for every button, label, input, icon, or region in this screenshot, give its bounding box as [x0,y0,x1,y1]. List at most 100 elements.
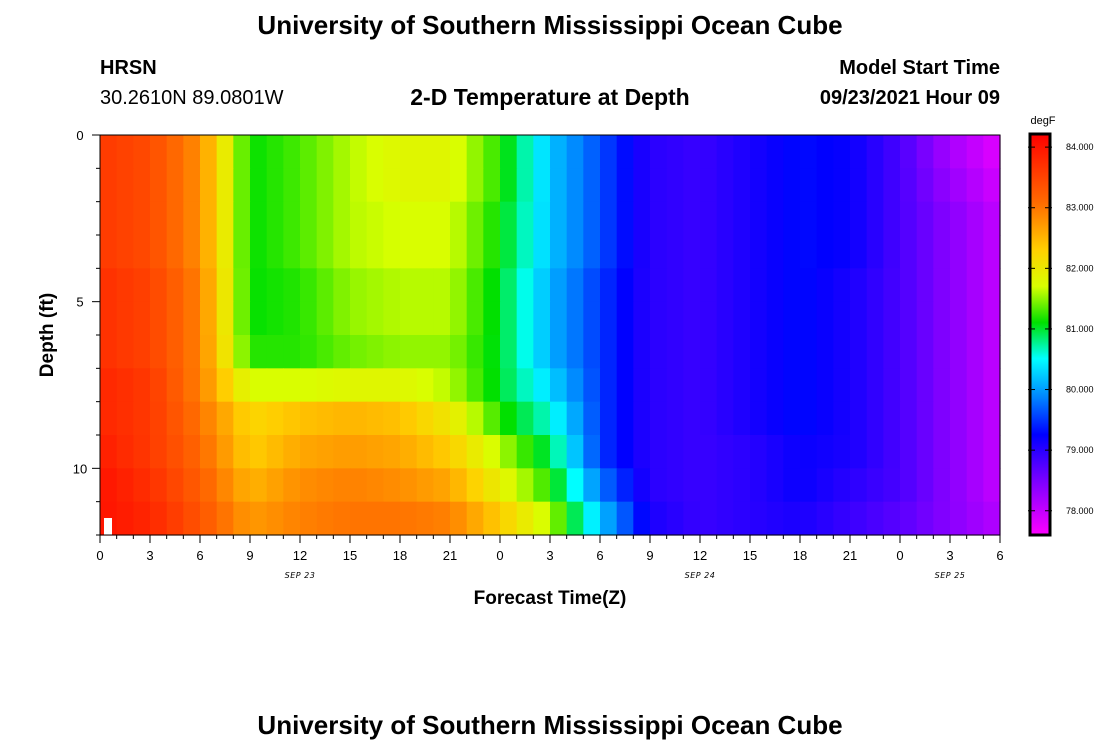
heatmap-cell [800,335,818,369]
heatmap-cell [283,168,301,203]
heatmap-cell [933,335,951,369]
x-tick-label: 21 [843,548,857,563]
heatmap-cell [383,501,401,536]
heatmap-cell [233,168,251,203]
heatmap-cell [366,168,384,203]
heatmap-cell [533,368,551,403]
heatmap-cell [700,468,718,503]
heatmap-cell [550,168,568,203]
heatmap-cell [200,335,218,369]
x-tick-label: 0 [496,548,503,563]
x-tick-label: 0 [896,548,903,563]
heatmap-cell [800,401,818,436]
depth-marker [104,518,112,535]
heatmap-cell [966,368,984,403]
heatmap-cell [400,135,418,169]
heatmap-cell [733,168,751,203]
heatmap-cell [533,501,551,536]
heatmap-cell [583,468,601,503]
heatmap-cell [800,201,818,236]
heatmap-cell [150,335,168,369]
heatmap-cell [483,501,501,536]
heatmap-cell [983,401,1001,436]
heatmap-cell [116,401,134,436]
heatmap-cell [150,435,168,469]
heatmap-cell [200,235,218,269]
heatmap-cell [733,468,751,503]
heatmap-cell [400,201,418,236]
heatmap-cell [450,168,468,203]
heatmap-cell [300,435,318,469]
heatmap-cell [850,435,868,469]
heatmap-cell [516,501,534,536]
heatmap-cell [550,435,568,469]
heatmap-cell [983,501,1001,536]
heatmap-cell [350,435,368,469]
heatmap-cell [466,368,484,403]
heatmap-cell [133,201,151,236]
heatmap-cell [133,135,151,169]
heatmap-cell [600,268,618,303]
heatmap-cell [566,335,584,369]
heatmap-cell [116,235,134,269]
heatmap-cell [516,368,534,403]
heatmap-cell [533,268,551,303]
heatmap-cell [216,401,234,436]
heatmap-cell [950,435,968,469]
heatmap-cell [383,268,401,303]
heatmap-cell [433,401,451,436]
x-axis: 0 3 6 9 12 15 18 21 0 3 6 9 12 15 18 21 0 3 6 SEP 23 SEP 24 S… [96,535,1004,580]
heatmap-cell [966,335,984,369]
heatmap-cell [783,468,801,503]
heatmap-cell [900,135,918,169]
heatmap-cell [400,235,418,269]
heatmap-cell [416,201,434,236]
heatmap-cell [550,301,568,336]
heatmap-cell [183,468,201,503]
heatmap-cell [866,268,884,303]
heatmap-cell [666,235,684,269]
heatmap-cell [366,135,384,169]
heatmap-cell [333,268,351,303]
heatmap-cell [116,268,134,303]
heatmap-cell [433,135,451,169]
heatmap-cell [550,401,568,436]
heatmap-cell [666,501,684,536]
heatmap-cell [316,368,334,403]
heatmap-cell [716,435,734,469]
heatmap-cell [916,468,934,503]
heatmap-cell [883,435,901,469]
colorbar-tick-label: 78.000 [1066,506,1094,516]
heatmap-cell [716,368,734,403]
heatmap-cell [516,335,534,369]
heatmap-cell [483,368,501,403]
heatmap-cell [883,301,901,336]
heatmap-cell [200,201,218,236]
heatmap-cell [750,468,768,503]
y-tick-label: 5 [76,295,83,310]
heatmap-cell [633,501,651,536]
heatmap-cell [500,268,518,303]
heatmap-cell [250,235,268,269]
heatmap-cell [716,401,734,436]
heatmap-cell [200,435,218,469]
heatmap-cell [133,268,151,303]
heatmap-cell [283,468,301,503]
heatmap-cell [383,335,401,369]
heatmap-cell [800,435,818,469]
heatmap-cell [616,435,634,469]
heatmap-cell [550,235,568,269]
heatmap-cell [450,301,468,336]
heatmap-cell [883,335,901,369]
heatmap-cell [416,268,434,303]
heatmap-cell [300,235,318,269]
heatmap-cell [983,135,1001,169]
heatmap-cell [450,335,468,369]
heatmap-cell [116,435,134,469]
y-axis-title: Depth (ft) [37,293,58,377]
heatmap-cell [783,235,801,269]
heatmap-cell [366,268,384,303]
heatmap-cell [500,401,518,436]
heatmap-cell [550,268,568,303]
heatmap-cell [100,335,118,369]
